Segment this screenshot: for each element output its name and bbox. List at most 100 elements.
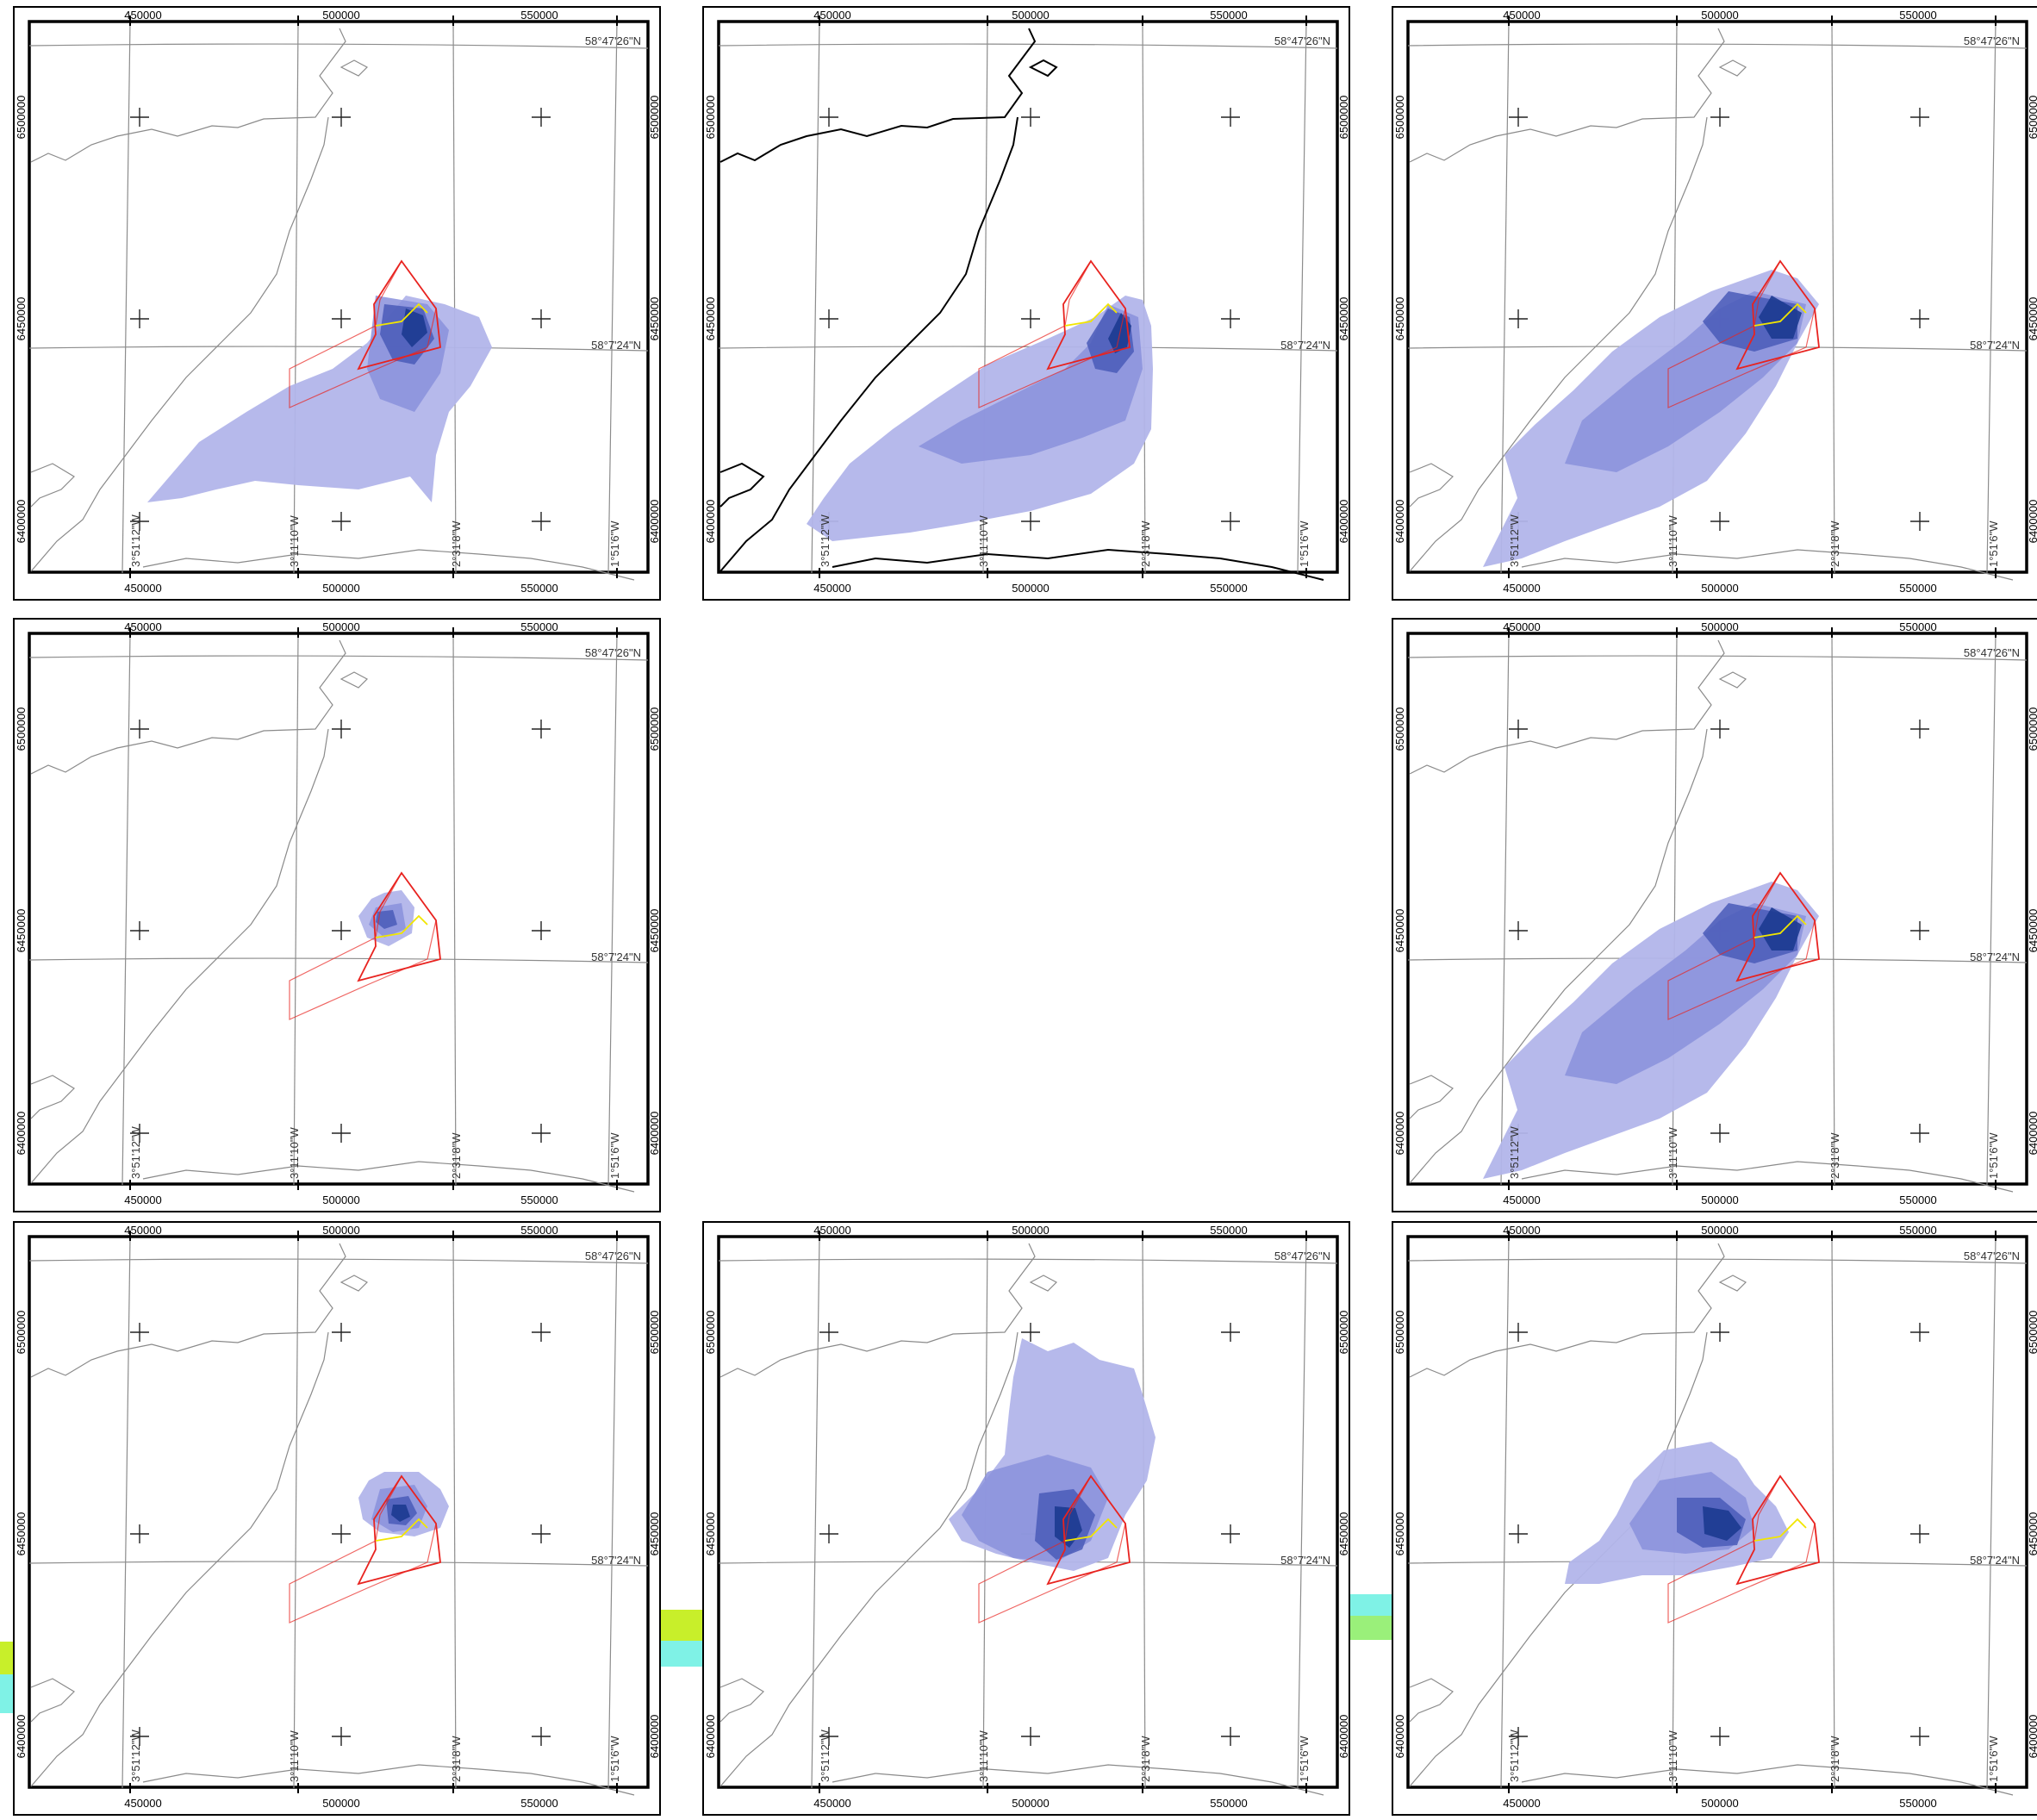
graticule-lon-line	[1831, 633, 1835, 1186]
graticule-lon-line	[1500, 1236, 1510, 1789]
coastline-north	[719, 28, 1037, 163]
coastline-south	[142, 1161, 635, 1193]
cable-route	[375, 914, 428, 938]
coastline-inlet	[1409, 1075, 1454, 1119]
plume-core	[1055, 1506, 1082, 1548]
map-panel: 450000 450000 500000 500000 550000 550000 6500…	[702, 6, 1350, 601]
graticule-lon-line	[1986, 21, 1997, 574]
northing-label: 6500000	[2027, 96, 2037, 140]
map-panel: 450000 450000 500000 500000 550000 550000 6500…	[702, 1221, 1350, 1816]
coastline-east	[1409, 116, 1708, 572]
northing-label: 6400000	[648, 1715, 661, 1759]
latitude-label: 58°7'24"N	[1970, 951, 2020, 963]
easting-label: 500000	[1701, 1224, 1738, 1237]
northing-label: 6500000	[15, 96, 28, 140]
longitude-label: 2°31'8"W	[1139, 520, 1152, 567]
plume-core	[402, 309, 427, 347]
graticule-lat-line	[28, 957, 649, 963]
northing-label: 6450000	[2027, 1512, 2037, 1556]
northing-label: 6450000	[2027, 297, 2037, 341]
easting-label: 550000	[1210, 9, 1247, 22]
northing-label: 6450000	[704, 1512, 717, 1556]
northing-label: 6400000	[1393, 500, 1406, 544]
longitude-label: 3°51'12"W	[1508, 1126, 1521, 1179]
longitude-label: 3°51'12"W	[129, 1126, 142, 1179]
longitude-label: 3°11'10"W	[1666, 1127, 1679, 1179]
easting-label: 550000	[1899, 1194, 1936, 1206]
zone-outline-east	[1046, 259, 1131, 371]
map-panel: 450000 450000 500000 500000 550000 550000 6500…	[13, 6, 661, 601]
easting-label: 500000	[322, 1224, 359, 1237]
coastline-south	[1521, 1161, 2014, 1193]
coastline-north	[30, 28, 346, 163]
easting-label: 450000	[124, 9, 161, 22]
easting-label: 450000	[813, 9, 850, 22]
longitude-label: 1°51'6"W	[608, 520, 621, 567]
graticule-lat-line	[1407, 43, 2028, 49]
plume-core	[1759, 907, 1802, 951]
easting-label: 500000	[322, 620, 359, 633]
easting-label: 550000	[1899, 9, 1936, 22]
northing-label: 6500000	[15, 1311, 28, 1355]
northing-label: 6400000	[2027, 1715, 2037, 1759]
graticule-lat-line	[28, 43, 649, 49]
easting-label: 450000	[1503, 620, 1540, 633]
graticule-lat-line	[718, 43, 1338, 49]
longitude-label: 3°11'10"W	[1666, 1730, 1679, 1782]
longitude-label: 1°51'6"W	[608, 1736, 621, 1782]
graticule-lon-line	[607, 1236, 618, 1789]
northing-label: 6400000	[1337, 500, 1350, 544]
graticule-lon-line	[607, 21, 618, 574]
graticule-lon-line	[1831, 21, 1835, 574]
island-outline	[1028, 59, 1058, 78]
northing-label: 6500000	[2027, 707, 2037, 751]
zone-outline-east	[1735, 1474, 1820, 1586]
cable-route	[1064, 1518, 1118, 1542]
latitude-label: 58°7'24"N	[1970, 339, 2020, 352]
graticule-lon-line	[1297, 21, 1307, 574]
zone-outline-west	[978, 1474, 1126, 1624]
northing-label: 6450000	[2027, 909, 2037, 953]
graticule-lon-line	[121, 21, 131, 574]
cable-route	[1754, 302, 1807, 327]
cable-route	[1064, 302, 1118, 327]
northing-label: 6450000	[648, 297, 661, 341]
easting-label: 450000	[124, 1224, 161, 1237]
map-frame	[13, 1221, 661, 1816]
northing-label: 6400000	[1393, 1715, 1406, 1759]
latitude-label: 58°7'24"N	[1280, 339, 1330, 352]
easting-label: 500000	[322, 1797, 359, 1810]
latitude-label: 58°7'24"N	[1280, 1554, 1330, 1567]
coastline-inlet	[1409, 1678, 1454, 1723]
easting-label: 550000	[1210, 1797, 1247, 1810]
easting-label: 450000	[124, 582, 161, 595]
easting-label: 500000	[1701, 9, 1738, 22]
graticule-lon-line	[121, 633, 131, 1186]
northing-label: 6450000	[1393, 297, 1406, 341]
coastline-south	[832, 1764, 1324, 1796]
northing-label: 6400000	[704, 1715, 717, 1759]
graticule-lon-line	[1986, 1236, 1997, 1789]
easting-label: 550000	[1899, 582, 1936, 595]
island-outline	[1718, 59, 1747, 77]
latitude-label: 58°47'26"N	[585, 646, 641, 659]
coastline-inlet	[1409, 463, 1454, 508]
coastline-inlet	[719, 1678, 764, 1723]
zone-outline-east	[1046, 1474, 1131, 1586]
northing-label: 6450000	[1337, 297, 1350, 341]
easting-label: 550000	[520, 620, 558, 633]
northing-label: 6500000	[15, 707, 28, 751]
northing-label: 6450000	[704, 297, 717, 341]
northing-label: 6400000	[2027, 500, 2037, 544]
graticule-lon-line	[1500, 21, 1510, 574]
easting-label: 500000	[1012, 9, 1049, 22]
northing-label: 6400000	[648, 500, 661, 544]
graticule-lat-line	[28, 1561, 649, 1567]
longitude-label: 1°51'6"W	[1298, 520, 1311, 567]
graticule-lon-line	[452, 21, 457, 574]
zone-outline-west	[978, 259, 1126, 408]
zone-outline-west	[289, 1474, 437, 1624]
easting-label: 450000	[124, 1194, 161, 1206]
northing-label: 6500000	[1393, 707, 1406, 751]
